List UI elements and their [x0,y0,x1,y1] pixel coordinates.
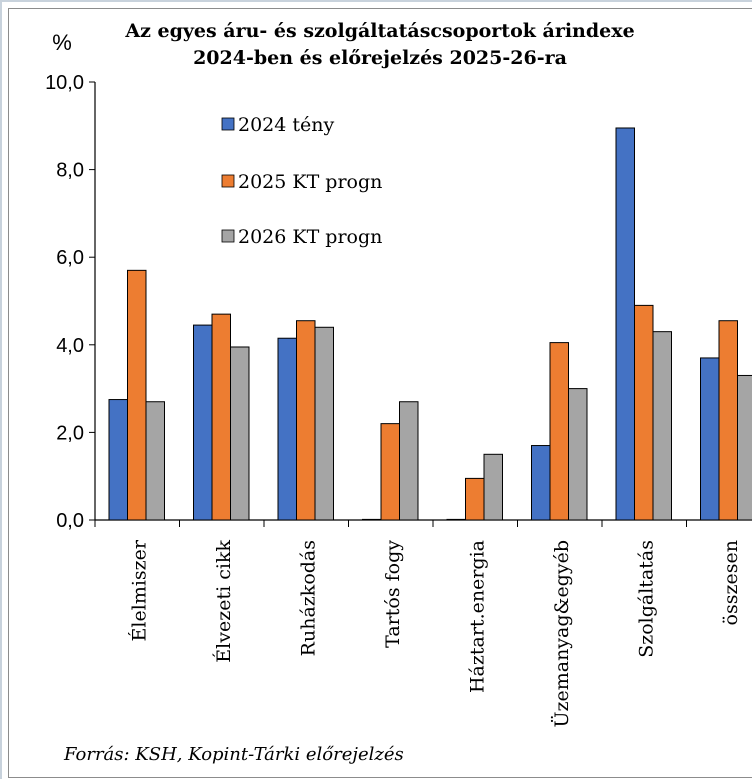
bar [193,324,213,521]
bar [483,453,503,521]
bar [108,399,128,521]
chart-border [8,8,752,778]
bar [531,445,551,521]
bar [718,320,738,521]
legend-swatch [221,117,235,131]
bar [568,388,588,521]
bar [652,331,672,521]
bar [700,357,720,521]
legend: 2024 tény 2025 KT progn 2026 KT progn [221,114,382,248]
category-label: Élelmiszer [127,539,150,641]
bar [465,477,485,521]
category-label: Háztart.energia [466,540,488,693]
legend-label: 2025 KT progn [238,171,382,193]
legend-swatch [221,229,235,243]
legend-label: 2024 tény [238,114,335,136]
chart-axes: 0,0 2,0 4,0 6,0 8,0 10,0 [45,72,752,532]
y-unit-label: % [52,30,72,55]
bar [615,127,635,521]
category-label: Szolgáltatás [635,540,657,658]
bar [362,518,382,521]
bar [211,313,231,521]
bar [737,374,752,521]
bars-group [108,127,752,521]
bar [399,401,419,521]
chart-title-line-1: Az egyes áru- és szolgáltatáscsoportok á… [124,20,634,42]
bar [380,423,400,521]
bar [314,326,334,521]
source-note: Forrás: KSH, Kopint-Tárki előrejelzés [63,744,404,765]
bar [446,518,466,521]
bar [296,320,316,521]
chart-title-line-2: 2024-ben és előrejelzés 2025-26-ra [193,47,567,69]
bar [549,342,569,521]
y-tick-label: 4,0 [56,335,84,357]
category-label: Élvezeti cikk [212,540,235,663]
y-tick-label: 6,0 [56,247,84,269]
legend-label: 2026 KT progn [238,226,382,248]
category-labels: Élelmiszer Élvezeti cikk Ruházkodás Tartós … [127,539,742,727]
bar [127,269,147,521]
category-label: Ruházkodás [297,540,319,656]
category-label: összesen [720,540,742,625]
y-tick-label: 0,0 [56,510,84,532]
bar [634,304,654,521]
bar [145,401,165,521]
category-label: Üzemanyag&egyéb [550,540,573,728]
category-label: Tartós fogy [382,540,404,648]
y-tick-label: 10,0 [45,72,84,94]
bar [230,346,250,521]
bar [277,337,297,521]
legend-swatch [221,174,235,188]
y-tick-label: 8,0 [56,160,84,182]
y-tick-label: 2,0 [56,422,84,444]
